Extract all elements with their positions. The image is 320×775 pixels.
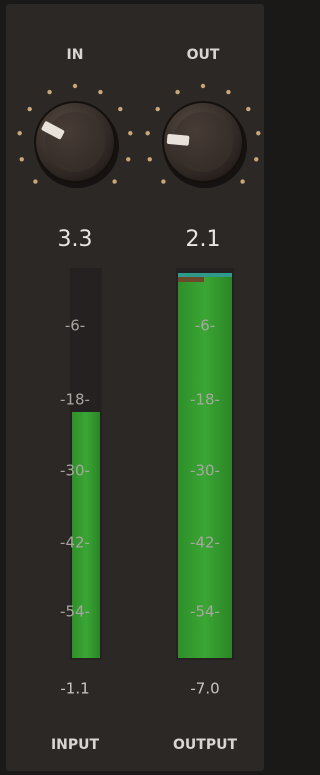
knob-scale-dot	[240, 179, 244, 183]
meter-scale-label: -42-	[190, 534, 220, 552]
knob-scale-dot	[20, 157, 24, 161]
knob-scale-dot	[17, 131, 21, 135]
knob-scale-dot	[175, 90, 179, 94]
knob-scale-dot	[226, 90, 230, 94]
meter-scale-label: -18-	[190, 391, 220, 409]
output-peak-hold	[178, 277, 204, 282]
knob-scale-dot	[47, 90, 51, 94]
output-peak-hold	[178, 273, 232, 277]
knob-value: 3.3	[58, 227, 93, 252]
knob-scale-dot	[112, 179, 116, 183]
knob-scale-dot	[145, 131, 149, 135]
knob-scale-dot	[128, 131, 132, 135]
input-label: INPUT	[51, 737, 100, 753]
knob-scale-dot	[161, 179, 165, 183]
meter-scale-label: -54-	[190, 603, 220, 621]
knob-scale-dot	[155, 107, 159, 111]
knob-scale-dot	[73, 84, 77, 88]
meter-scale-label: -30-	[190, 462, 220, 480]
meter-scale-label: -42-	[60, 534, 90, 552]
knob-value: 2.1	[186, 227, 221, 252]
knob-scale-dot	[148, 157, 152, 161]
knob-scale-dot	[118, 107, 122, 111]
output-peak-readout: -7.0	[190, 680, 219, 698]
meter-scale-label: -6-	[65, 317, 85, 335]
knob-scale-dot	[256, 131, 260, 135]
knob-cap	[45, 112, 105, 172]
knob-scale-dot	[126, 157, 130, 161]
knob-pointer	[167, 134, 190, 146]
knob-scale-dot	[33, 179, 37, 183]
knob-scale-dot	[27, 107, 31, 111]
knob-pointer-mark	[167, 134, 190, 146]
meter-scale-label: -6-	[195, 317, 215, 335]
meter-scale-label: -30-	[60, 462, 90, 480]
knob-label: OUT	[187, 47, 220, 63]
knob-scale-dot	[98, 90, 102, 94]
output-label: OUTPUT	[173, 737, 237, 753]
input-peak-readout: -1.1	[60, 680, 89, 698]
knob-label: IN	[67, 47, 84, 63]
knob-scale-dot	[254, 157, 258, 161]
knob-scale-dot	[201, 84, 205, 88]
meter-scale-label: -18-	[60, 391, 90, 409]
meter-scale-label: -54-	[60, 603, 90, 621]
plugin-panel: IN 3.3 OUT 2.1 -6- -6- -18- -18- -30- -30- -42- -4…	[0, 0, 270, 775]
knob-scale-dot	[246, 107, 250, 111]
